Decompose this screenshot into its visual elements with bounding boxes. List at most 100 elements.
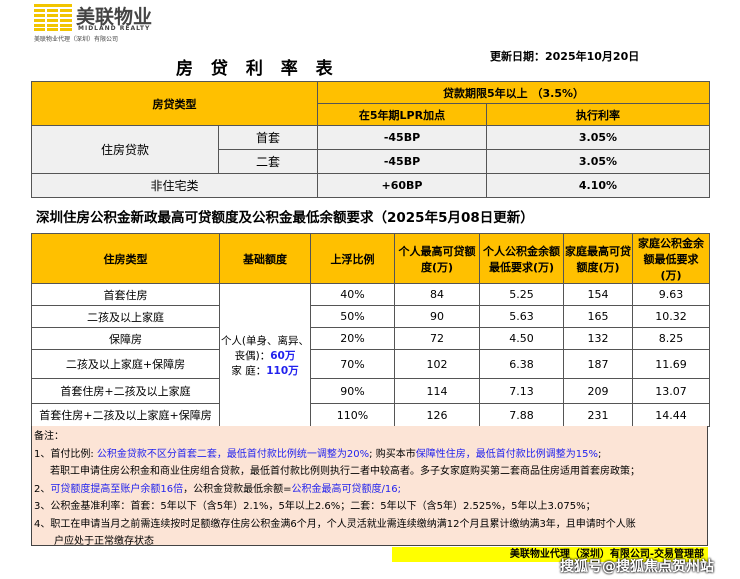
note-1-cont: 若职工申请住房公积金和商业住房组合贷款，最低首付款比例则执行二者中较高者。多子女…: [50, 466, 640, 477]
note-4: 4、职工在申请当月之前需连续按时足额缴存住房公积金满6个月，个人灵活就业需连续缴…: [34, 518, 636, 530]
cell: 二孩及以上家庭+保障房: [31, 349, 220, 379]
table-row: 二孩及以上家庭+保障房 70% 102 6.38 187 11.69: [31, 349, 710, 379]
cell: +60BP: [317, 173, 487, 198]
header: 上浮比例: [310, 233, 395, 284]
t: 个人(单身、离异、丧偶)：: [220, 334, 310, 362]
housing-fund-table: 住房类型 基础额度 上浮比例 个人最高可贷额度(万) 个人公积金余额最低要求(万) 家庭最…: [31, 233, 710, 427]
cell: 126: [394, 403, 480, 427]
note-2: 2、可贷额度提高至账户余额16倍，公积金贷款最低余额=公积金最高可贷额度/16;: [34, 481, 707, 499]
t: 公积金贷款不区分首套二套，最低首付款比例统一调整为20%: [96, 448, 370, 460]
cell: 二套: [218, 149, 318, 174]
cell: 7.88: [479, 403, 564, 427]
t: 可贷额度提高至账户余额16倍: [50, 483, 184, 495]
t: 110万: [266, 364, 299, 377]
table-row: 二孩及以上家庭 50% 90 5.63 165 10.32: [31, 305, 710, 328]
notes: 备注： 1、首付比例: 公积金贷款不区分首套二套，最低首付款比例统一调整为20%…: [31, 426, 708, 547]
cell: 110%: [310, 403, 395, 427]
header-lpr: 在5年期LPR加点: [317, 103, 487, 126]
cell: 209: [563, 378, 633, 404]
base-quota-cell: 个人(单身、离异、丧偶)：60万家 庭：110万: [219, 283, 311, 427]
cell: 102: [394, 349, 480, 379]
header: 个人最高可贷额度(万): [394, 233, 480, 284]
t: 60万: [270, 349, 296, 362]
cell: 154: [563, 283, 633, 306]
cell: 3.05%: [486, 125, 710, 150]
logo-mark-icon: [34, 4, 72, 31]
cell: 住房贷款: [31, 125, 219, 174]
t: 公积金最高可贷额度/16;: [291, 483, 401, 495]
header: 家庭公积金余额最低要求(万): [632, 233, 710, 284]
cell: 3.05%: [486, 149, 710, 174]
watermark: 搜狐号@搜狐焦点贺州站: [560, 559, 714, 575]
update-date: 更新日期：2025年10月20日: [490, 50, 640, 63]
mortgage-rate-table: 房贷类型 贷款期限5年以上 （3.5%） 在5年期LPR加点 执行利率 住房贷款 首套…: [31, 81, 710, 198]
cell: 84: [394, 283, 480, 306]
logo-cn: 美联物业: [76, 6, 153, 28]
cell: 首套住房+二孩及以上家庭: [31, 378, 220, 404]
cell: 保障房: [31, 327, 220, 350]
cell: 4.50: [479, 327, 564, 350]
cell: 首套: [218, 125, 318, 150]
cell: -45BP: [317, 125, 487, 150]
cell: 10.32: [632, 305, 710, 328]
cell: 70%: [310, 349, 395, 379]
cell: 90: [394, 305, 480, 328]
logo-en: MIDLAND REALTY: [78, 25, 151, 32]
header-term: 贷款期限5年以上 （3.5%）: [317, 81, 710, 104]
cell: 132: [563, 327, 633, 350]
cell: 20%: [310, 327, 395, 350]
footer-company: 美联物业代理（深圳）有限公司-交易管理部: [392, 547, 708, 562]
cell: 14.44: [632, 403, 710, 427]
logo-company: 美联物业代理（深圳）有限公司: [34, 36, 119, 43]
cell: 187: [563, 349, 633, 379]
cell: 13.07: [632, 378, 710, 404]
cell: 72: [394, 327, 480, 350]
t: 1、首付比例:: [34, 448, 97, 460]
table-row: 住房贷款 首套 -45BP 3.05%: [31, 125, 710, 174]
header: 家庭最高可贷额度(万): [563, 233, 633, 284]
cell: 首套住房: [31, 283, 220, 306]
cell: 5.63: [479, 305, 564, 328]
header: 个人公积金余额最低要求(万): [479, 233, 564, 284]
t: 家 庭：: [231, 364, 267, 377]
page-title: 房 贷 利 率 表: [176, 59, 339, 79]
table-row: 首套住房+二孩及以上家庭 90% 114 7.13 209 13.07: [31, 378, 710, 404]
cell: 231: [563, 403, 633, 427]
table-row: 首套住房 个人(单身、离异、丧偶)：60万家 庭：110万 40% 84 5.25 154…: [31, 283, 710, 427]
cell: 首套住房+二孩及以上家庭+保障房: [31, 403, 220, 427]
cell: 二孩及以上家庭: [31, 305, 220, 328]
logo: 美联物业 MIDLAND REALTY 美联物业代理（深圳）有限公司: [34, 4, 174, 43]
cell: 非住宅类: [31, 173, 318, 198]
table-row: 保障房 20% 72 4.50 132 8.25: [31, 327, 710, 350]
header-type: 房贷类型: [31, 81, 318, 126]
t: 保障性住房，最低首付款比例调整为15%: [415, 448, 598, 460]
t: ; 购买本市: [369, 448, 416, 460]
note-3: 3、公积金基准利率：首套：5年以下（含5年）2.1%，5年以上2.6%；二套：5…: [34, 501, 596, 512]
note-1: 1、首付比例: 公积金贷款不区分首套二套，最低首付款比例统一调整为20%; 购买…: [34, 446, 707, 464]
cell: 90%: [310, 378, 395, 404]
note-4-cont: 户应处于正常缴存状态: [54, 536, 154, 547]
t: 2、: [34, 483, 51, 495]
header: 基础额度: [219, 233, 311, 284]
cell: 8.25: [632, 327, 710, 350]
cell: 7.13: [479, 378, 564, 404]
cell: -45BP: [317, 149, 487, 174]
t: ，公积金贷款最低余额=: [183, 483, 292, 495]
notes-title: 备注：: [34, 431, 64, 442]
cell: 5.25: [479, 283, 564, 306]
cell: 4.10%: [486, 173, 710, 198]
table-row: 首套住房+二孩及以上家庭+保障房 110% 126 7.88 231 14.44: [31, 403, 710, 427]
cell: 9.63: [632, 283, 710, 306]
cell: 114: [394, 378, 480, 404]
header: 住房类型: [31, 233, 220, 284]
section-title: 深圳住房公积金新政最高可贷额度及公积金最低余额要求（2025年5月08日更新）: [36, 210, 534, 226]
cell: 50%: [310, 305, 395, 328]
table-row: 非住宅类 +60BP 4.10%: [31, 173, 710, 198]
table-row: 二套 -45BP 3.05%: [32, 149, 710, 174]
cell: 6.38: [479, 349, 564, 379]
cell: 40%: [310, 283, 395, 306]
cell: 11.69: [632, 349, 710, 379]
cell: 165: [563, 305, 633, 328]
t: ;: [597, 448, 602, 460]
header-rate: 执行利率: [486, 103, 710, 126]
